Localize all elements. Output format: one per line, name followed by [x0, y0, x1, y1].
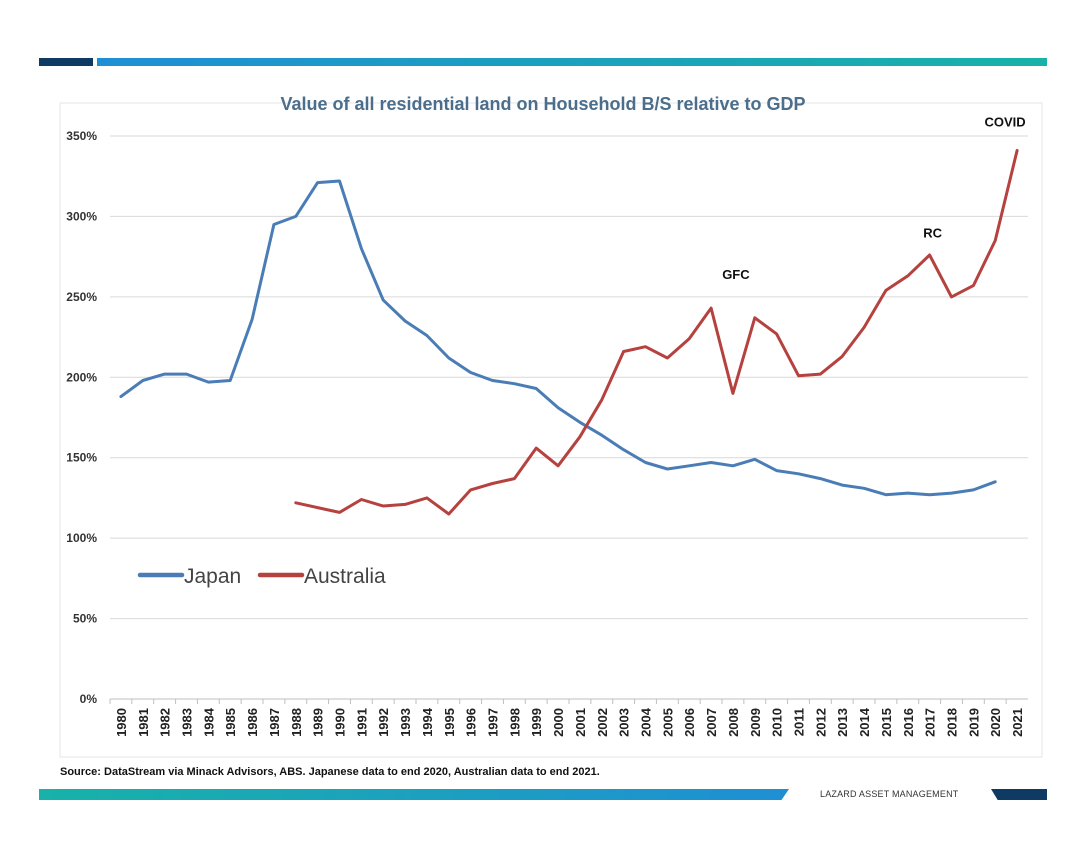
- x-tick-label: 1986: [245, 708, 260, 737]
- x-tick-label: 2007: [704, 708, 719, 737]
- y-tick-label: 200%: [66, 370, 97, 384]
- y-tick-label: 50%: [73, 612, 97, 626]
- x-tick-label: 1988: [289, 708, 304, 737]
- y-tick-label: 150%: [66, 451, 97, 465]
- top-bar-gradient: [97, 58, 1047, 66]
- top-bar-dark: [39, 58, 93, 66]
- x-tick-label: 1996: [464, 708, 479, 737]
- x-tick-label: 1987: [267, 708, 282, 737]
- annotation-gfc: GFC: [722, 267, 750, 282]
- x-tick-label: 2014: [857, 707, 872, 737]
- x-tick-label: 1994: [420, 707, 435, 737]
- x-tick-label: 2005: [660, 708, 675, 737]
- x-tick-label: 2004: [639, 707, 654, 737]
- x-tick-label: 1985: [223, 708, 238, 737]
- x-tick-label: 2000: [551, 708, 566, 737]
- x-tick-label: 2015: [879, 708, 894, 737]
- x-tick-label: 2021: [1010, 708, 1025, 737]
- chart-title: Value of all residential land on Househo…: [280, 94, 805, 114]
- x-tick-label: 2017: [923, 708, 938, 737]
- x-tick-label: 1999: [529, 708, 544, 737]
- x-tick-label: 1991: [354, 708, 369, 737]
- x-tick-label: 2013: [835, 708, 850, 737]
- x-tick-label: 1998: [507, 708, 522, 737]
- x-tick-label: 1980: [114, 708, 129, 737]
- x-tick-label: 1983: [180, 708, 195, 737]
- bottom-bar-dark: [991, 789, 1047, 800]
- x-tick-label: 2009: [748, 708, 763, 737]
- y-tick-label: 100%: [66, 531, 97, 545]
- x-tick-label: 2001: [573, 708, 588, 737]
- y-tick-label: 0%: [80, 692, 98, 706]
- legend-label-japan: Japan: [184, 565, 241, 588]
- series-line-japan: [119, 179, 997, 497]
- x-tick-label: 2020: [988, 708, 1003, 737]
- annotation-covid: COVID: [984, 114, 1025, 129]
- x-tick-label: 1989: [311, 708, 326, 737]
- x-tick-label: 2003: [617, 708, 632, 737]
- x-tick-label: 2008: [726, 708, 741, 737]
- annotation-rc: RC: [923, 225, 942, 240]
- bottom-bar-gradient: [39, 789, 789, 800]
- x-tick-label: 2002: [595, 708, 610, 737]
- series-line-australia: [294, 149, 1019, 516]
- x-tick-label: 2006: [682, 708, 697, 737]
- x-tick-label: 1993: [398, 708, 413, 737]
- x-tick-label: 1995: [442, 708, 457, 737]
- legend-label-australia: Australia: [304, 565, 386, 588]
- x-tick-label: 2011: [792, 708, 807, 736]
- x-tick-label: 2018: [945, 708, 960, 737]
- source-note: Source: DataStream via Minack Advisors, …: [60, 766, 600, 778]
- x-tick-label: 2019: [966, 708, 981, 737]
- x-tick-label: 1990: [333, 708, 348, 737]
- x-tick-label: 1984: [201, 707, 216, 737]
- brand-name: LAZARD ASSET MANAGEMENT: [820, 789, 959, 799]
- x-tick-label: 2010: [770, 708, 785, 737]
- x-tick-label: 1992: [376, 708, 391, 737]
- y-tick-label: 350%: [66, 129, 97, 143]
- x-tick-label: 2012: [813, 708, 828, 737]
- x-tick-label: 1981: [136, 708, 151, 737]
- y-tick-label: 300%: [66, 209, 97, 223]
- x-tick-label: 1997: [486, 708, 501, 737]
- plot-frame: [59, 102, 1043, 758]
- x-tick-label: 1982: [158, 708, 173, 737]
- x-tick-label: 2016: [901, 708, 916, 737]
- y-tick-label: 250%: [66, 290, 97, 304]
